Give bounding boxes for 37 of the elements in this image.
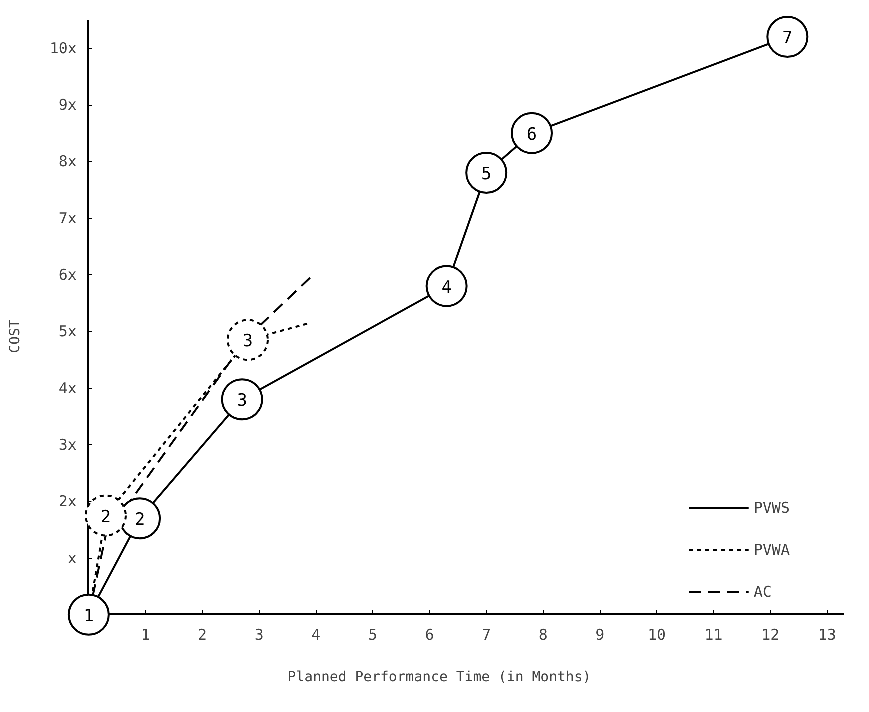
legend-label: AC — [754, 583, 773, 601]
y-tick-label: 6x — [58, 266, 77, 284]
y-tick-label: 7x — [58, 209, 77, 228]
x-tick-label: 6 — [425, 626, 434, 644]
annotation: 3 — [237, 391, 248, 412]
x-tick-label: 9 — [596, 626, 605, 644]
x-tick-label: 11 — [704, 626, 723, 644]
annotation: 2 — [134, 510, 146, 530]
y-tick-label: 8x — [58, 152, 77, 171]
x-tick-label: 8 — [538, 626, 548, 644]
annotation: 2 — [100, 507, 112, 528]
annotation: 5 — [481, 164, 492, 184]
x-tick-label: 1 — [141, 626, 150, 644]
annotation: 6 — [526, 124, 538, 145]
x-tick-label: 10 — [648, 626, 666, 644]
y-tick-label: 10x — [50, 39, 77, 58]
x-tick-label: 13 — [818, 626, 836, 644]
y-tick-label: 4x — [58, 379, 77, 398]
x-tick-label: 4 — [312, 626, 321, 644]
x-tick-label: 5 — [368, 626, 378, 644]
y-axis-title: COST — [8, 319, 24, 354]
annotation: 3 — [242, 332, 254, 352]
x-tick-label: 7 — [482, 626, 492, 644]
annotation: 4 — [442, 278, 452, 298]
x-tick-label: 2 — [198, 626, 208, 644]
x-axis-title: Planned Performance Time (in Months) — [288, 670, 592, 686]
legend-label: PVWA — [754, 541, 790, 559]
x-tick-label: 12 — [762, 626, 780, 644]
legend-label: PVWS — [754, 499, 790, 517]
y-tick-label: 2x — [58, 492, 77, 511]
y-tick-label: 9x — [58, 96, 77, 114]
x-tick-label: 3 — [254, 626, 264, 644]
y-tick-label: x — [68, 549, 77, 568]
y-tick-label: 5x — [58, 322, 77, 341]
annotation: 1 — [84, 606, 94, 626]
y-tick-label: 3x — [58, 436, 77, 454]
annotation: 7 — [782, 28, 793, 49]
